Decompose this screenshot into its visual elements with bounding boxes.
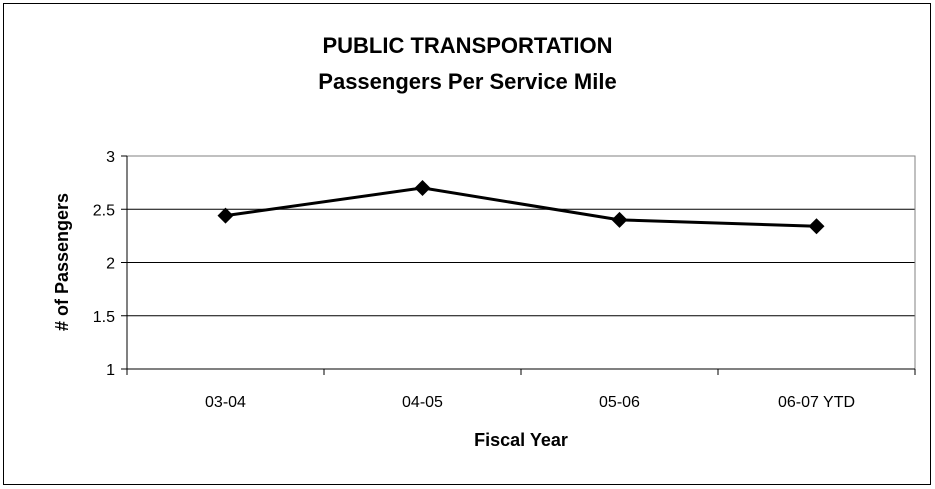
chart-title: PUBLIC TRANSPORTATION [322,33,613,58]
x-tick-label: 05-06 [599,394,640,411]
data-point-marker [217,207,234,224]
data-point-marker [611,211,628,228]
chart-subtitle: Passengers Per Service Mile [318,69,617,94]
data-point-marker [808,218,825,235]
y-axis-label: # of Passengers [52,193,72,331]
x-axis-label: Fiscal Year [474,430,568,450]
x-tick-label: 04-05 [402,394,443,411]
chart-frame [3,3,931,485]
y-tick-label: 1 [106,362,115,379]
data-point-marker [414,179,431,196]
y-tick-label: 2.5 [93,202,115,219]
x-tick-label: 03-04 [205,394,246,411]
y-tick-label: 3 [106,149,115,166]
y-tick-label: 1.5 [93,309,115,326]
y-tick-label: 2 [106,256,115,273]
x-tick-label: 06-07 YTD [778,394,855,411]
series-line [225,186,817,228]
